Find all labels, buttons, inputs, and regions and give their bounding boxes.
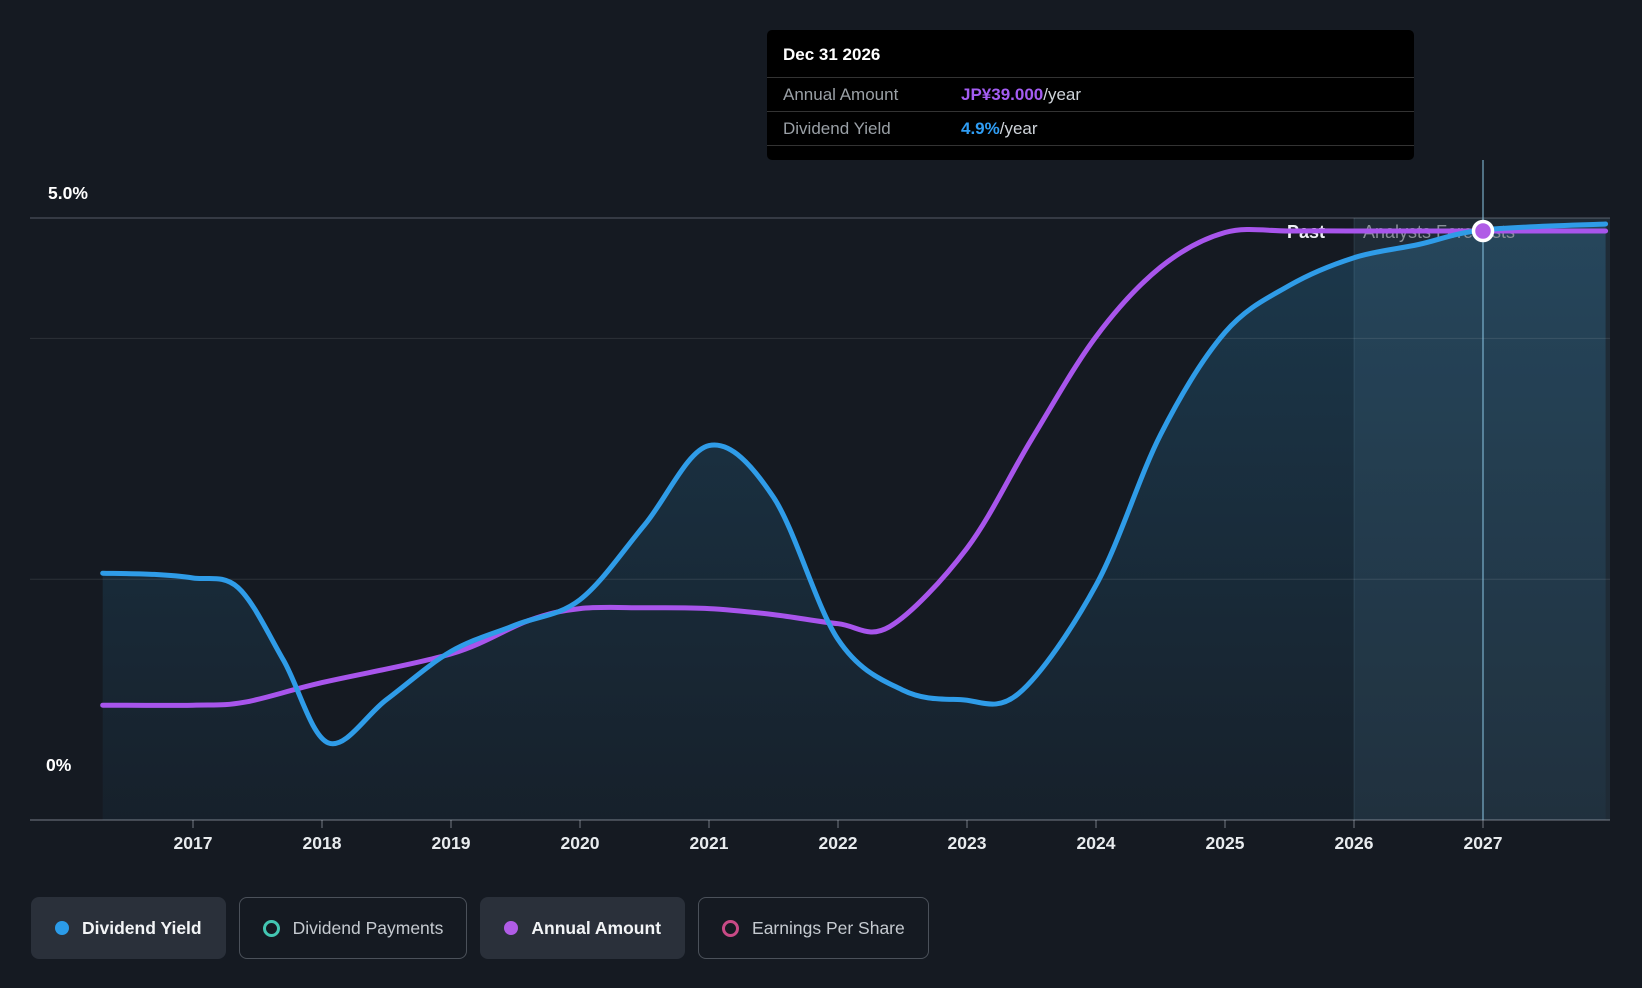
x-label-2027: 2027 bbox=[1464, 833, 1503, 853]
dividend-payments-ring-icon bbox=[262, 919, 280, 937]
x-label-2021: 2021 bbox=[690, 833, 729, 853]
legend-button-dividend-payments[interactable]: Dividend Payments bbox=[238, 897, 468, 959]
legend-label-earnings-per-share: Earnings Per Share bbox=[752, 917, 905, 938]
legend-label-dividend-yield: Dividend Yield bbox=[82, 917, 202, 938]
tooltip-dividend-yield-suffix: /year bbox=[999, 119, 1038, 138]
tooltip-date: Dec 31 2026 bbox=[783, 45, 881, 64]
dividend-yield-line bbox=[100, 221, 1609, 747]
x-label-2024: 2024 bbox=[1077, 833, 1116, 853]
x-label-2023: 2023 bbox=[948, 833, 987, 853]
tooltip-dividend-yield-value: 4.9% bbox=[961, 119, 1000, 138]
tooltip-annual-amount-suffix: /year bbox=[1043, 85, 1082, 104]
x-label-2019: 2019 bbox=[432, 833, 471, 853]
annual-amount-dot-icon bbox=[504, 921, 519, 935]
chart-tooltip: Dec 31 2026 Annual Amount JP¥39.000/year… bbox=[767, 30, 1414, 160]
tooltip-annual-amount-value: JP¥39.000 bbox=[961, 85, 1044, 104]
x-label-2020: 2020 bbox=[561, 833, 600, 853]
tooltip-row-dividend-yield: Dividend Yield 4.9%/year bbox=[767, 111, 1414, 145]
x-label-2018: 2018 bbox=[303, 833, 342, 853]
x-label-2026: 2026 bbox=[1335, 833, 1374, 853]
y-label-top: 5.0% bbox=[48, 183, 88, 203]
tooltip-annual-amount-label: Annual Amount bbox=[783, 85, 899, 104]
annual-amount-line bbox=[100, 227, 1609, 708]
legend-button-earnings-per-share[interactable]: Earnings Per Share bbox=[698, 897, 929, 959]
hover-marker bbox=[1471, 219, 1495, 243]
tooltip-dividend-yield-label: Dividend Yield bbox=[783, 119, 891, 138]
legend-button-annual-amount[interactable]: Annual Amount bbox=[480, 897, 686, 959]
legend-label-annual-amount: Annual Amount bbox=[531, 917, 662, 938]
dividend-yield-dot-icon bbox=[55, 921, 69, 935]
tooltip-row-annual-amount: Annual Amount JP¥39.000/year bbox=[767, 77, 1414, 111]
legend-label-dividend-payments: Dividend Payments bbox=[292, 917, 444, 938]
legend-button-dividend-yield[interactable]: Dividend Yield bbox=[31, 897, 226, 959]
chart-legend: Dividend Yield Dividend Payments Annual Am… bbox=[31, 897, 929, 959]
chart-plot-area[interactable]: 2017 2018 2019 2020 2021 2022 2023 2024 2025 2026… bbox=[0, 0, 1642, 875]
yield-area-fill bbox=[102, 224, 1606, 820]
y-label-bottom: 0% bbox=[46, 755, 72, 775]
x-label-2025: 2025 bbox=[1206, 833, 1245, 853]
earnings-per-share-ring-icon bbox=[722, 919, 740, 937]
tooltip-footer bbox=[767, 145, 1414, 160]
x-label-2022: 2022 bbox=[819, 833, 858, 853]
x-label-2017: 2017 bbox=[174, 833, 213, 853]
